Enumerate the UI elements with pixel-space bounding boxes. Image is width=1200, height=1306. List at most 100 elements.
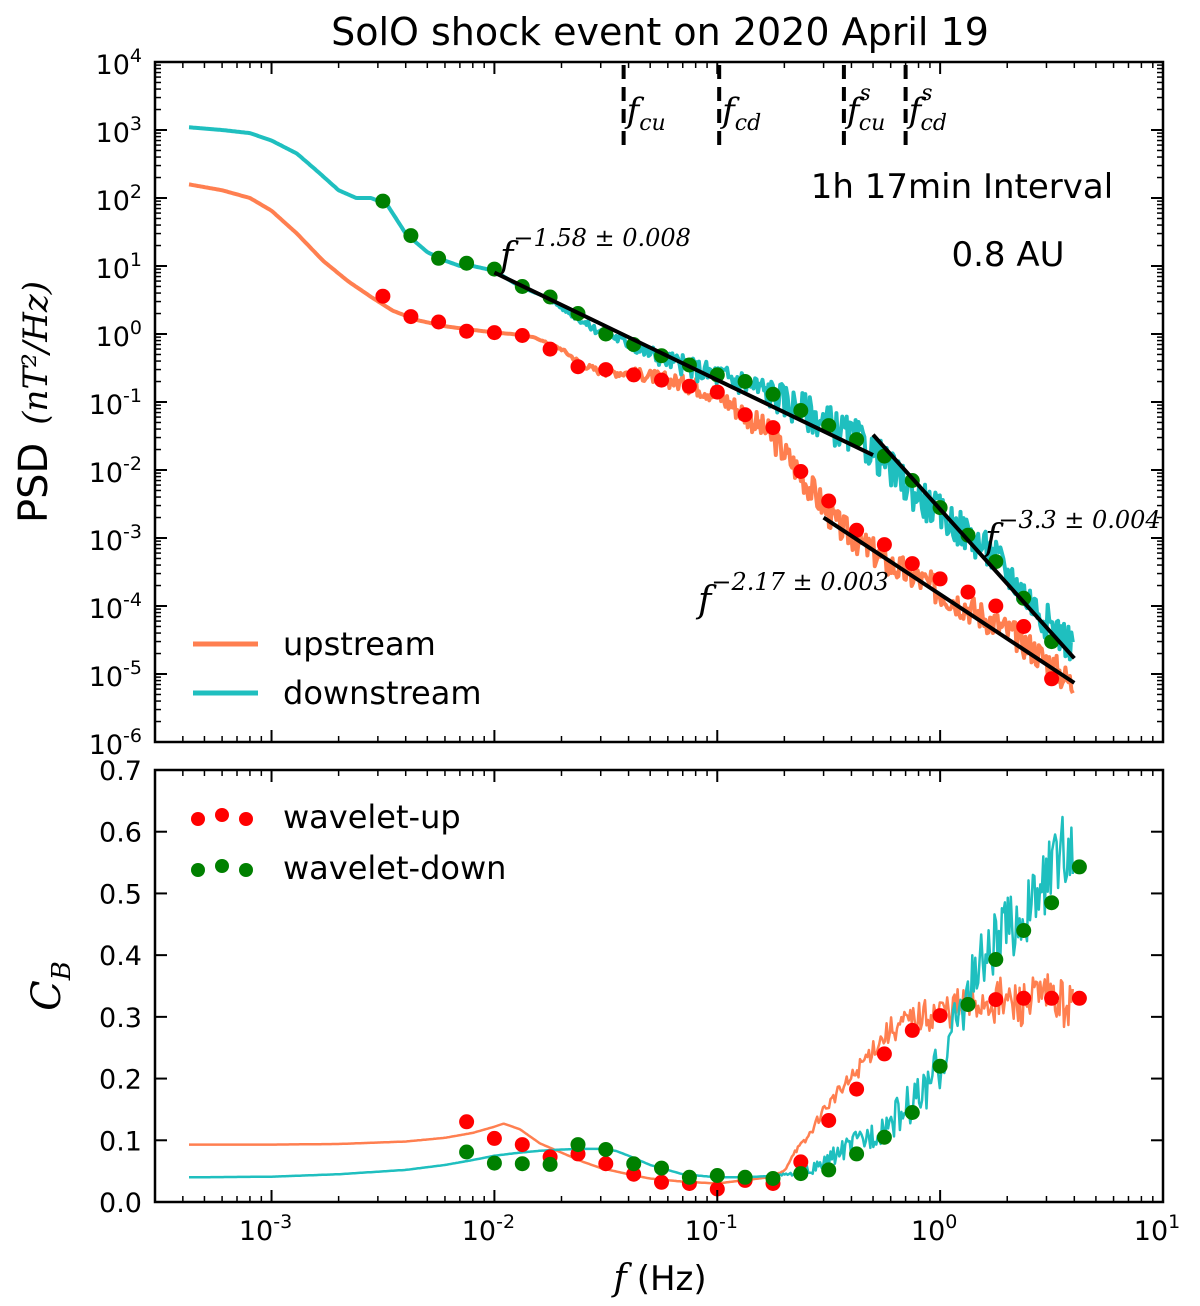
top-fit-lines [493,270,1076,685]
bottom-y-axis-label: CB [24,961,77,1011]
cb-line-downstream [189,815,1075,1179]
legend-wavelet-up-swatch [191,808,253,826]
wavelet-up-psd-point [403,309,419,325]
wavelet-up-psd-point [598,362,614,378]
wavelet-up-cb-point [709,1181,725,1197]
wavelet-down-cb-point [932,1058,948,1074]
wavelet-up-cb-point [1071,990,1087,1006]
wavelet-up-psd-point [570,359,586,375]
top-y-axis-label: PSD (nT²/Hz) [11,281,57,523]
top-ytick-label: 10-5 [89,657,142,693]
distance-annotation: 0.8 AU [951,235,1064,275]
top-legend: upstream downstream [193,625,481,712]
psd-line-upstream [188,182,1075,695]
wavelet-up-psd-point [849,522,865,538]
top-ytick-label: 10-4 [89,589,142,625]
wavelet-up-psd-point [709,384,725,400]
top-ytick-label: 100 [96,317,142,353]
bottom-xtick-label: 10-1 [685,1211,738,1247]
wavelet-up-psd-point [821,493,837,509]
interval-annotation: 1h 17min Interval [811,167,1113,207]
fit-label-low: f−1.58 ± 0.008 [497,224,691,277]
legend-wavelet-down-swatch [191,859,253,877]
legend-wavelet-up-label: wavelet-up [283,798,461,836]
wavelet-down-psd-point [375,193,391,209]
top-ytick-label: 10-3 [89,521,142,557]
wavelet-up-psd-point [765,420,781,436]
wavelet-down-cb-point [793,1166,809,1182]
bottom-ytick-label: 0.5 [99,879,142,910]
wavelet-down-cb-point [514,1156,530,1172]
bottom-legend: wavelet-up wavelet-down [191,798,506,887]
wavelet-down-cb-point [459,1144,475,1160]
wavelet-up-psd-point [486,325,502,341]
wavelet-down-psd-point [403,228,419,244]
wavelet-up-psd-point [626,367,642,383]
wavelet-up-cb-point [598,1156,614,1172]
legend-upstream-label: upstream [283,625,436,663]
wavelet-up-psd-point [737,407,753,423]
cutoff-label-2: fs cu [844,81,885,136]
wavelet-up-cb-point [876,1046,892,1062]
wavelet-down-cb-point [960,997,976,1012]
wavelet-up-psd-point [904,556,920,572]
top-ytick-label: 104 [96,45,142,81]
fit-low-line [493,270,874,457]
wavelet-up-cb-point [459,1114,475,1130]
wavelet-down-cb-point [1016,923,1032,938]
fit-down-high-line [871,433,1076,660]
bottom-xtick-label: 10-3 [239,1211,292,1247]
wavelet-up-psd-point [793,464,809,479]
wavelet-down-cb-point [765,1171,781,1186]
wavelet-down-psd-point [793,403,809,418]
legend-wavelet-down-label: wavelet-down [283,849,506,887]
bottom-ytick-label: 0.6 [99,818,142,849]
bottom-series-group [189,815,1087,1197]
bottom-ytick-label: 0.1 [99,1126,142,1157]
top-ytick-label: 102 [96,181,142,217]
bottom-panel: 0.0 0.1 0.2 0.3 0.4 0.5 0.6 0.7 10-3 10-2 10-1 100 1… [24,756,1180,1299]
wavelet-up-psd-point [654,372,669,388]
wavelet-up-cb-point [904,1022,920,1038]
top-ytick-label: 103 [96,113,142,149]
wavelet-down-psd-point [459,255,475,271]
wavelet-down-psd-point [765,386,781,402]
bottom-xtick-label: 100 [911,1211,957,1247]
wavelet-up-cb-point [654,1174,669,1190]
wavelet-down-cb-point [626,1156,642,1172]
wavelet-down-psd-point [431,250,447,266]
wavelet-up-cb-point [1044,990,1060,1006]
cutoff-label-0: fcu [624,91,666,136]
wavelet-up-cb-point [1016,990,1032,1006]
wavelet-down-cb-point [486,1155,502,1171]
wavelet-down-cb-point [598,1142,614,1157]
wavelet-down-psd-point [821,418,837,434]
top-panel: fcu fcd fs cu fs cd 10-610-510-410-310-210-11… [11,45,1165,761]
top-series-group [188,125,1075,695]
wavelet-down-cb-point [570,1137,586,1153]
wavelet-up-cb-point [988,992,1004,1008]
bottom-ytick-label: 0.4 [99,941,142,972]
wavelet-down-psd-point [737,374,753,389]
wavelet-up-psd-point [681,378,697,394]
wavelet-down-psd-point [1016,590,1032,606]
wavelet-up-cb-point [932,1008,948,1024]
wavelet-up-cb-point [514,1137,530,1153]
bottom-ytick-label: 0.0 [99,1188,142,1219]
top-ytick-label: 10-2 [89,453,142,489]
top-ytick-label: 101 [96,249,142,285]
legend-downstream-label: downstream [283,674,481,712]
wavelet-up-psd-point [960,584,976,600]
bottom-plot-frame [153,768,1165,1204]
wavelet-down-cb-point [709,1168,725,1183]
fit-label-up-high: f−2.17 ± 0.003 [695,568,889,621]
chart-title: SolO shock event on 2020 April 19 [331,10,989,54]
wavelet-down-cb-point [849,1146,865,1162]
wavelet-down-cb-point [1071,859,1087,875]
wavelet-up-psd-point [375,288,391,304]
cutoff-label-1: fcd [719,91,761,136]
wavelet-up-psd-point [1044,671,1060,687]
top-ytick-label: 10-6 [89,725,142,761]
wavelet-up-cb-point [626,1166,642,1182]
